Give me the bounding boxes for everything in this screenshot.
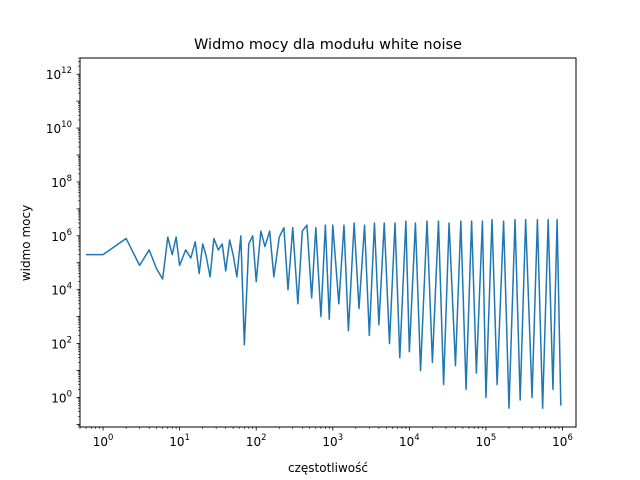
y-tick-label: 106: [51, 228, 72, 244]
y-tick-label: 108: [51, 174, 72, 190]
y-tick-label: 1012: [46, 66, 72, 82]
y-tick-label: 102: [51, 336, 72, 352]
x-tick-label: 103: [322, 433, 343, 449]
y-axis-ticks: 100 102 104 106 108 1010 1012: [46, 57, 80, 428]
plot-area: [80, 58, 576, 427]
x-tick-label: 100: [93, 433, 114, 449]
series-layer: [86, 218, 562, 409]
x-tick-label: 102: [246, 433, 267, 449]
x-tick-label: 104: [399, 433, 420, 449]
chart-title: Widmo mocy dla modułu white noise: [194, 37, 462, 53]
x-tick-label: 105: [476, 433, 497, 449]
y-tick-label: 104: [51, 282, 72, 298]
plot-frame: [79, 57, 577, 428]
series-line: [86, 218, 562, 409]
y-tick-label: 1010: [46, 120, 72, 136]
y-tick-label: 100: [51, 389, 72, 405]
x-tick-label: 101: [169, 433, 190, 449]
y-axis-label: widmo mocy: [19, 205, 33, 281]
x-axis-ticks: 100 101 102 103 104 105 106: [79, 427, 573, 449]
x-axis-label: częstotliwość: [288, 461, 368, 475]
x-tick-label: 106: [552, 433, 573, 449]
